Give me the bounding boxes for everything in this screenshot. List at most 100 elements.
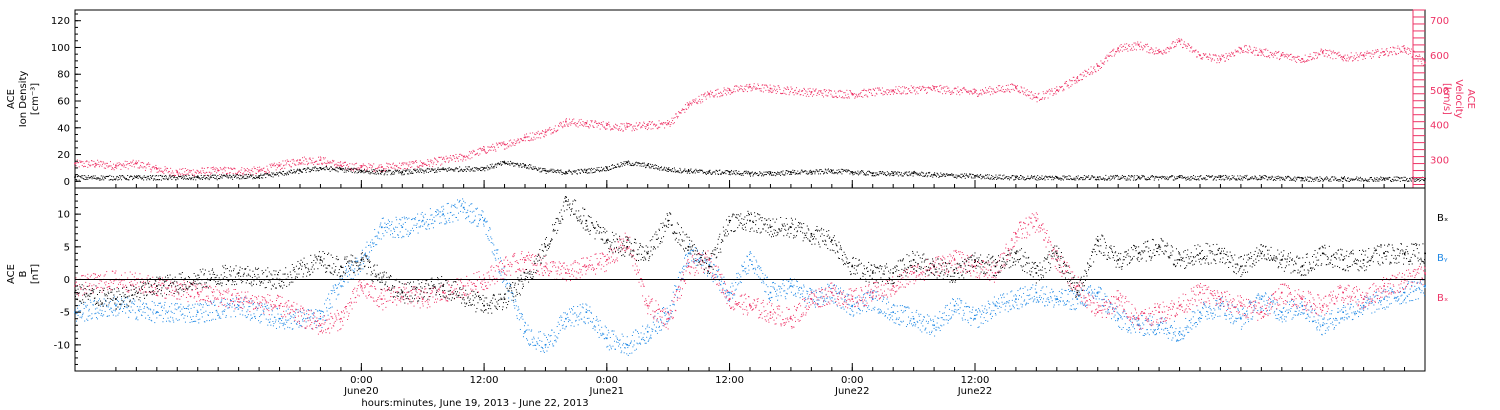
velocity-series-point <box>381 166 383 168</box>
velocity-series-point <box>297 159 299 161</box>
velocity-series-point <box>775 90 777 92</box>
velocity-series-point <box>415 160 417 162</box>
velocity-series-point <box>230 168 232 170</box>
velocity-series-point <box>267 169 269 171</box>
velocity-series-point <box>1367 52 1369 54</box>
density-series-point <box>1053 177 1055 179</box>
density-series-point <box>1276 176 1278 178</box>
velocity-series-point <box>534 133 535 135</box>
density-series-point <box>448 167 450 169</box>
velocity-series-point <box>1181 39 1183 41</box>
density-series-point <box>1343 177 1345 179</box>
velocity-series-point <box>1409 52 1411 54</box>
velocity-series-point <box>286 159 288 161</box>
velocity-series-point <box>1343 55 1345 57</box>
density-series-point <box>880 172 882 174</box>
density-series-point <box>487 169 489 171</box>
by-series-point <box>166 320 168 322</box>
velocity-series-point <box>894 89 896 91</box>
density-series-point <box>1351 179 1353 181</box>
velocity-series-point <box>1175 46 1177 48</box>
velocity-series-point <box>613 125 615 127</box>
velocity-series-point <box>1301 58 1303 60</box>
by-series-point <box>421 219 424 222</box>
density-series-point <box>871 172 874 175</box>
velocity-series-point <box>943 86 945 88</box>
velocity-series-point <box>743 91 745 93</box>
velocity-series-point <box>210 173 211 175</box>
velocity-series-point <box>442 157 444 159</box>
by-series-point <box>169 306 171 308</box>
velocity-axis-label-line3: [km/s] <box>1441 83 1452 115</box>
velocity-series-point <box>1058 91 1060 93</box>
density-series-point <box>429 168 431 170</box>
density-series-point <box>1280 176 1282 178</box>
velocity-series-point <box>303 156 305 158</box>
velocity-series-point <box>1261 49 1263 51</box>
density-series-point <box>842 168 844 170</box>
density-series-point <box>793 171 795 173</box>
velocity-series-point <box>838 95 840 97</box>
density-series-point <box>1059 177 1061 179</box>
density-series-point <box>900 174 902 176</box>
density-series-point <box>333 169 335 171</box>
density-series-point <box>573 170 575 172</box>
density-series-point <box>805 170 807 172</box>
velocity-series-point <box>264 171 265 173</box>
by-series-point <box>103 298 105 300</box>
velocity-series-point <box>1274 55 1276 57</box>
velocity-series-point <box>403 162 405 164</box>
density-series-point <box>1073 177 1075 179</box>
by-series-point <box>172 319 174 321</box>
velocity-series-point <box>1078 79 1080 81</box>
density-series-point <box>711 173 713 175</box>
velocity-series-point <box>238 170 240 172</box>
density-series-point <box>1126 177 1128 179</box>
density-series-point <box>967 175 969 177</box>
density-series-point <box>1029 177 1031 179</box>
density-series-point <box>1194 176 1196 178</box>
velocity-series-point <box>451 159 453 161</box>
density-series-point <box>151 177 153 179</box>
velocity-series-point <box>453 155 454 157</box>
density-series-point <box>867 174 869 176</box>
density-series-point <box>111 179 113 181</box>
density-series-point <box>957 174 959 176</box>
velocity-series-point <box>936 86 938 88</box>
velocity-series-point <box>1047 91 1048 93</box>
velocity-series-point <box>1301 61 1303 63</box>
density-series-point <box>840 171 842 173</box>
velocity-series-point <box>962 87 964 89</box>
density-series-point <box>528 168 530 170</box>
density-series-point <box>690 168 692 170</box>
velocity-series-point <box>612 128 614 130</box>
velocity-series-point <box>1366 50 1368 52</box>
velocity-series-point <box>1245 51 1247 53</box>
velocity-series-point <box>311 160 313 162</box>
velocity-series-point <box>1273 54 1275 56</box>
velocity-series-point <box>697 103 699 105</box>
velocity-series-point <box>321 164 323 166</box>
velocity-series-point <box>334 163 336 165</box>
velocity-series-point <box>1051 90 1053 92</box>
by-series-point <box>209 312 211 314</box>
velocity-series-point <box>539 132 541 134</box>
velocity-series-point <box>663 122 665 124</box>
velocity-series-point <box>113 169 115 171</box>
density-series-point <box>521 166 523 168</box>
velocity-series-point <box>1272 52 1274 54</box>
velocity-series-point <box>396 165 398 167</box>
density-series-point <box>888 173 890 175</box>
by-series-point <box>89 315 91 317</box>
velocity-series-point <box>562 121 564 123</box>
velocity-series-point <box>559 121 561 123</box>
velocity-series-point <box>445 161 447 163</box>
velocity-series-point <box>478 154 480 156</box>
velocity-series-point <box>400 168 402 170</box>
velocity-series-point <box>1135 49 1137 51</box>
density-series-point <box>107 176 109 178</box>
density-series-point <box>689 172 691 174</box>
density-series-point <box>1123 176 1125 178</box>
density-series-point <box>748 171 750 173</box>
density-series-point <box>934 172 936 174</box>
